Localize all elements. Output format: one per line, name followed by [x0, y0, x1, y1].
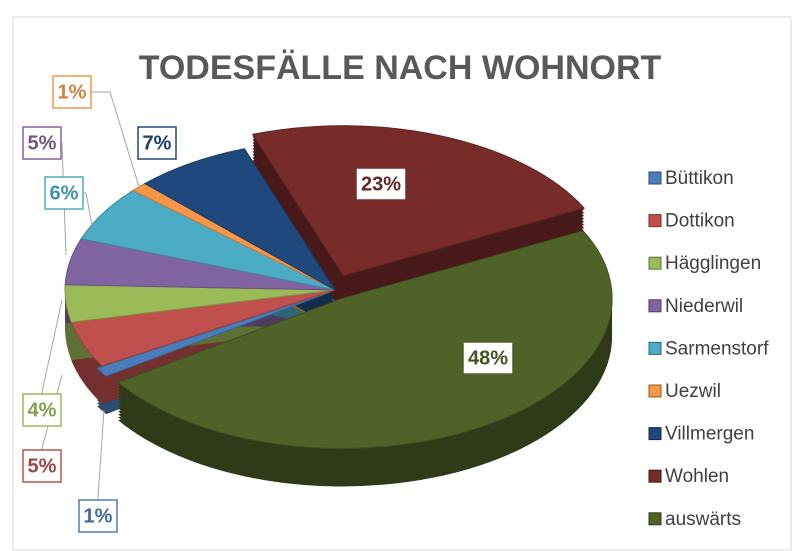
legend-swatch	[648, 256, 662, 270]
label-box	[355, 167, 407, 201]
data-label: 7%	[143, 132, 172, 154]
data-label: 4%	[28, 399, 57, 421]
legend-label: Villmergen	[665, 424, 754, 445]
data-label: 23%	[361, 173, 401, 195]
legend-label: Sarmenstorf	[665, 338, 769, 359]
legend: Büttikon Dottikon Hägglingen Niederwil Sarme…	[648, 168, 769, 530]
label-box	[22, 126, 62, 160]
labels: 1% 5% 4% 5% 6% 1% 7% 23% 48%	[22, 75, 514, 533]
data-label: 48%	[468, 347, 508, 369]
label-box	[44, 176, 84, 210]
legend-swatch	[648, 384, 662, 398]
data-label: 6%	[50, 182, 79, 204]
data-label: 5%	[28, 455, 57, 477]
chart-title: TODESFÄLLE NACH WOHNORT	[139, 49, 662, 87]
label-box	[137, 126, 177, 160]
data-label: 1%	[84, 505, 113, 527]
data-label: 5%	[28, 132, 57, 154]
legend-swatch	[648, 512, 662, 526]
legend-swatch	[648, 341, 662, 355]
label-box	[78, 499, 118, 533]
legend-swatch	[648, 469, 662, 483]
pie	[64, 125, 613, 487]
legend-label: Uezwil	[665, 381, 721, 402]
slice	[117, 230, 613, 449]
legend-swatch	[648, 427, 662, 441]
data-label: 1%	[58, 81, 87, 103]
slice	[251, 125, 586, 277]
legend-swatch	[648, 214, 662, 228]
label-box	[22, 449, 62, 483]
label-box	[52, 75, 92, 109]
legend-label: Niederwil	[665, 296, 743, 317]
legend-label: Dottikon	[665, 211, 735, 232]
legend-label: auswärts	[665, 509, 741, 530]
legend-label: Hägglingen	[665, 253, 761, 274]
legend-swatch	[648, 299, 662, 313]
label-box	[462, 341, 514, 375]
legend-label: Wohlen	[665, 466, 729, 487]
label-box	[22, 393, 62, 427]
legend-label: Büttikon	[665, 168, 734, 189]
slice	[143, 148, 336, 291]
slice	[96, 291, 331, 377]
legend-swatch	[648, 171, 662, 185]
